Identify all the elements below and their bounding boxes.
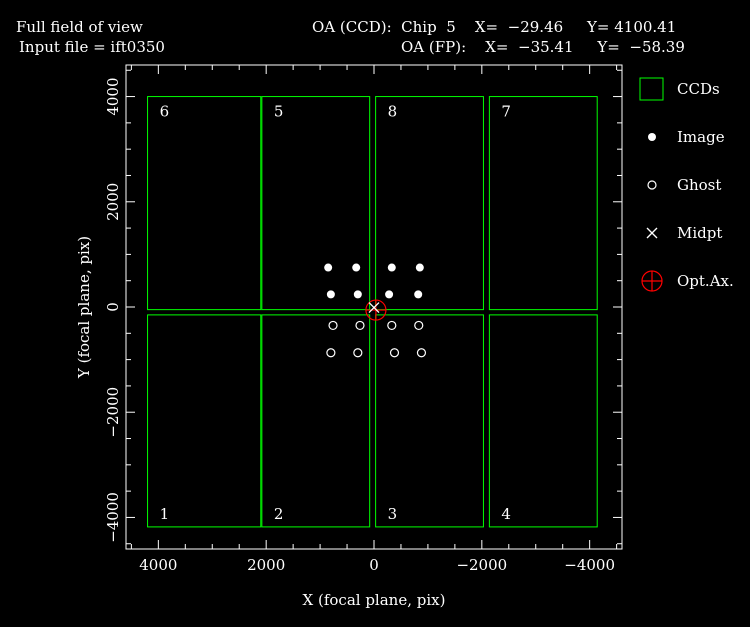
image-point	[324, 263, 333, 272]
image-point	[415, 263, 424, 272]
legend-label: Ghost	[677, 176, 721, 194]
ccd-chip-outline	[261, 96, 371, 311]
legend-item: Ghost	[647, 176, 721, 194]
y-tick-label: −2000	[104, 387, 122, 438]
legend-item: CCDs	[639, 77, 720, 101]
ghost-point	[353, 348, 363, 358]
ghost-point	[387, 320, 397, 331]
ccd-chip-outline	[147, 96, 262, 311]
ccd-chip-label: 6	[160, 103, 170, 121]
ccd-chip-label: 1	[160, 505, 170, 523]
x-marker-stroke	[646, 227, 658, 239]
circle-cross-legend-symbol	[641, 270, 663, 292]
optical-axis-fp-readout: OA (FP): X= −35.41 Y= −58.39	[401, 38, 685, 56]
image-point	[352, 263, 361, 272]
ccd-legend-swatch	[639, 77, 664, 101]
legend-label: Midpt	[677, 224, 722, 242]
open-circle-legend-symbol	[647, 180, 657, 190]
data-marks	[324, 263, 427, 358]
ghost-point	[355, 320, 365, 331]
ccd-chip-outline	[147, 314, 262, 528]
x-tick-label: 2000	[247, 556, 285, 574]
image-point	[326, 290, 335, 299]
chart-legend: CCDs Image Ghost Midpt Opt.Ax.	[639, 77, 734, 292]
plot-title: Full field of view	[16, 18, 143, 36]
y-tick-label: 4000	[104, 77, 122, 115]
input-file-label: Input file = ift0350	[19, 38, 165, 56]
legend-item: Midpt	[646, 224, 722, 242]
ghost-point	[326, 348, 336, 358]
x-legend-symbol	[646, 227, 658, 239]
y-tick-label: 2000	[104, 183, 122, 221]
filled-circle-legend-symbol	[648, 133, 656, 141]
x-axis-label: X (focal plane, pix)	[303, 591, 446, 609]
ccd-chip-label: 4	[501, 505, 511, 523]
x-tick-label: 4000	[139, 556, 177, 574]
y-tick-label: −4000	[104, 492, 122, 543]
ccd-chip-outline	[375, 96, 484, 311]
ccd-chip-label: 8	[388, 103, 398, 121]
x-tick-label: −2000	[456, 556, 507, 574]
ccd-chip-label: 3	[388, 505, 398, 523]
image-point	[385, 290, 394, 299]
legend-label: Image	[677, 128, 725, 146]
optical-axis-ccd-readout: OA (CCD): Chip 5 X= −29.46 Y= 4100.41	[312, 18, 677, 36]
ccd-chip-outline	[488, 96, 598, 311]
image-point	[387, 263, 396, 272]
ccd-chip-outline	[488, 314, 598, 528]
image-point	[353, 290, 362, 299]
ghost-point	[414, 320, 424, 331]
x-tick-label: 0	[369, 556, 379, 574]
ccd-chip-outline	[261, 314, 371, 528]
y-axis-label: Y (focal plane, pix)	[75, 236, 93, 379]
ghost-point	[389, 348, 400, 358]
ccd-chip-label: 5	[274, 103, 284, 121]
x-tick-label: −4000	[564, 556, 615, 574]
ccd-layout: 6 5 8 7 1 2 3 4	[147, 96, 598, 528]
ghost-point	[328, 320, 338, 331]
midpoint-marker	[368, 302, 380, 313]
legend-label: CCDs	[677, 80, 720, 98]
axis-ticks: 4000 2000 0 −2000 −4000 −4000 −2000 0 2000 4000	[104, 65, 622, 574]
ccd-chip-outline	[375, 314, 484, 528]
ghost-point	[416, 348, 427, 358]
ccd-chip-label: 2	[274, 505, 284, 523]
legend-label: Opt.Ax.	[677, 272, 734, 290]
legend-item: Image	[648, 128, 725, 146]
x-marker-stroke	[368, 302, 380, 313]
ccd-chip-label: 7	[501, 103, 511, 121]
legend-item: Opt.Ax.	[641, 270, 734, 292]
y-tick-label: 0	[104, 302, 122, 312]
image-point	[414, 290, 423, 299]
